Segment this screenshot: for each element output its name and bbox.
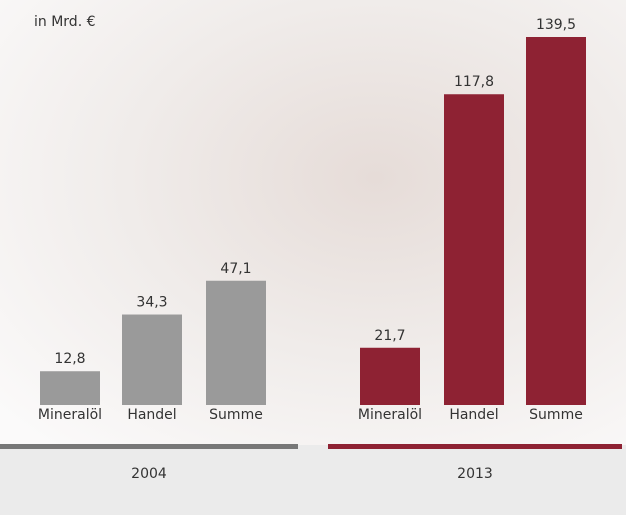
bar: [526, 37, 586, 405]
footer-band: [0, 445, 626, 515]
value-label: 21,7: [374, 328, 405, 344]
value-label: 34,3: [136, 295, 167, 311]
group-label: 2004: [131, 466, 167, 482]
bar: [360, 347, 420, 405]
bar: [444, 94, 504, 405]
value-label: 139,5: [536, 17, 576, 33]
group-label: 2013: [457, 466, 493, 482]
category-label: Mineralöl: [38, 407, 102, 423]
category-label: Mineralöl: [358, 407, 422, 423]
bar: [206, 280, 266, 405]
group-line: [328, 444, 622, 449]
group-line: [0, 444, 298, 449]
category-label: Handel: [127, 407, 176, 423]
unit-label: in Mrd. €: [34, 14, 96, 30]
value-label: 47,1: [220, 261, 251, 277]
background: [0, 0, 626, 445]
category-label: Handel: [449, 407, 498, 423]
bar: [40, 371, 100, 405]
category-label: Summe: [209, 407, 263, 423]
bar: [122, 314, 182, 405]
value-label: 117,8: [454, 74, 494, 90]
category-label: Summe: [529, 407, 583, 423]
value-label: 12,8: [54, 351, 85, 367]
